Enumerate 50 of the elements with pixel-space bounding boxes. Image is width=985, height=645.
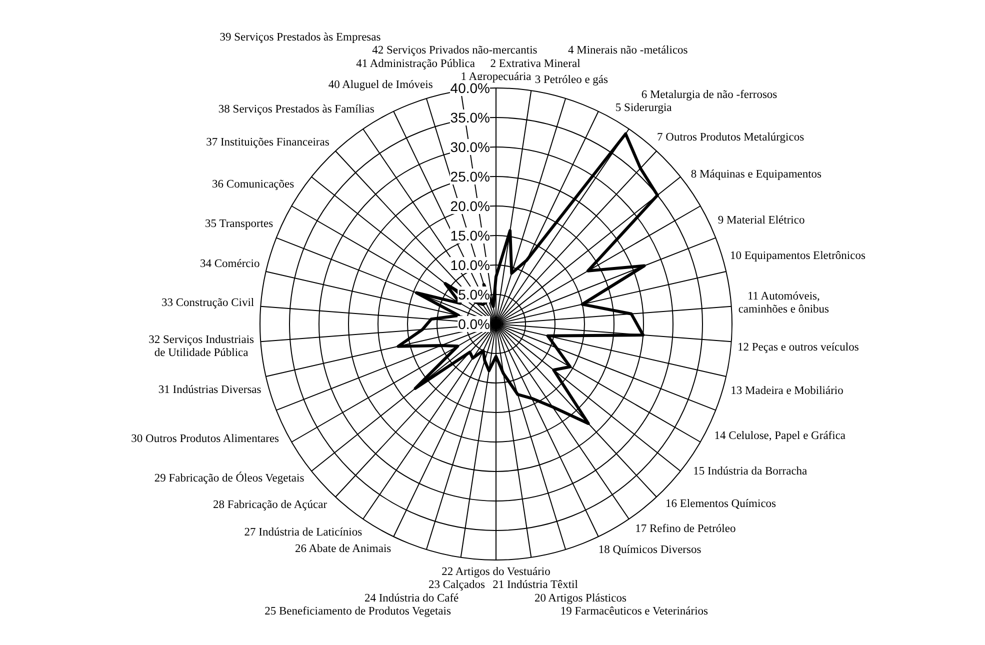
y-tick-label: 0.0% bbox=[458, 316, 490, 332]
spoke-label: 34 Comércio bbox=[200, 258, 260, 270]
spoke-label: 37 Instituições Financeiras bbox=[206, 136, 330, 149]
spoke-label: 24 Indústria do Café bbox=[364, 592, 459, 604]
spoke-label: 27 Indústria de Laticínios bbox=[244, 526, 363, 538]
spoke-label: 19 Farmacêuticos e Veterinários bbox=[560, 606, 709, 618]
y-tick-label: 30.0% bbox=[450, 139, 490, 155]
y-tick-label: 15.0% bbox=[450, 228, 490, 244]
spoke-label: 38 Serviços Prestados às Famílias bbox=[218, 103, 375, 116]
y-tick-label: 10.0% bbox=[450, 257, 490, 273]
spoke-label: 25 Beneficiamento de Produtos Vegetais bbox=[264, 606, 452, 618]
spoke-label: 9 Material Elétrico bbox=[718, 214, 805, 227]
spoke-label: 13 Madeira e Mobiliário bbox=[730, 385, 844, 398]
spoke-label: 30 Outros Produtos Alimentares bbox=[131, 432, 280, 445]
spoke-label: 17 Refino de Petróleo bbox=[635, 522, 736, 535]
y-tick-label: 20.0% bbox=[450, 198, 490, 214]
y-tick-label: 40.0% bbox=[450, 80, 490, 96]
spoke-label: 41 Administração Pública bbox=[356, 58, 475, 70]
spoke-label: 31 Indústrias Diversas bbox=[158, 384, 262, 396]
spoke-label: 5 Siderurgia bbox=[615, 102, 672, 114]
spoke-label: 21 Indústria Têxtil bbox=[492, 579, 578, 592]
spoke-label: 22 Artigos do Vestuário bbox=[442, 566, 551, 578]
spoke-label: 6 Metalurgia de não -ferrosos bbox=[641, 88, 778, 101]
spoke-label: 35 Transportes bbox=[205, 218, 274, 230]
spoke-label: 29 Fabricação de Óleos Vegetais bbox=[154, 472, 305, 485]
spoke-label: 4 Minerais não -metálicos bbox=[568, 44, 688, 57]
spoke-label: 14 Celulose, Papel e Gráfica bbox=[714, 430, 846, 442]
spoke-label: 7 Outros Produtos Metalúrgicos bbox=[657, 132, 805, 144]
spoke-label: 32 Serviços Industriais de Utilidade Pública bbox=[148, 334, 255, 360]
y-tick-label: 35.0% bbox=[450, 110, 490, 126]
spoke-label: 33 Construção Civil bbox=[161, 297, 254, 310]
spoke-label: 12 Peças e outros veículos bbox=[737, 341, 860, 354]
spoke-label: 11 Automóveis, caminhões e ônibus bbox=[738, 290, 830, 316]
spoke-label: 10 Equipamentos Eletrônicos bbox=[730, 250, 866, 262]
spoke-label: 18 Químicos Diversos bbox=[598, 544, 702, 556]
spoke-label: 16 Elementos Químicos bbox=[666, 498, 777, 510]
spoke-label: 3 Petróleo e gás bbox=[534, 74, 609, 86]
spoke-label: 42 Serviços Privados não-mercantis bbox=[372, 44, 538, 57]
spoke-label: 8 Máquinas e Equipamentos bbox=[690, 168, 822, 180]
y-tick-label: 25.0% bbox=[450, 168, 490, 184]
spoke-label: 26 Abate de Animais bbox=[294, 542, 392, 555]
spoke-label: 36 Comunicações bbox=[212, 178, 295, 190]
spoke-label: 28 Fabricação de Açúcar bbox=[213, 498, 328, 511]
spoke-label: 2 Extrativa Mineral bbox=[490, 58, 580, 70]
spoke-label: 39 Serviços Prestados às Empresas bbox=[220, 32, 382, 44]
y-tick-label: 5.0% bbox=[458, 286, 490, 302]
spoke-label: 20 Artigos Plásticos bbox=[534, 592, 627, 604]
spoke-label: 23 Calçados bbox=[428, 579, 486, 592]
spoke-label: 15 Indústria da Borracha bbox=[693, 465, 808, 478]
spoke-label: 40 Aluguel de Imóveis bbox=[328, 78, 434, 91]
